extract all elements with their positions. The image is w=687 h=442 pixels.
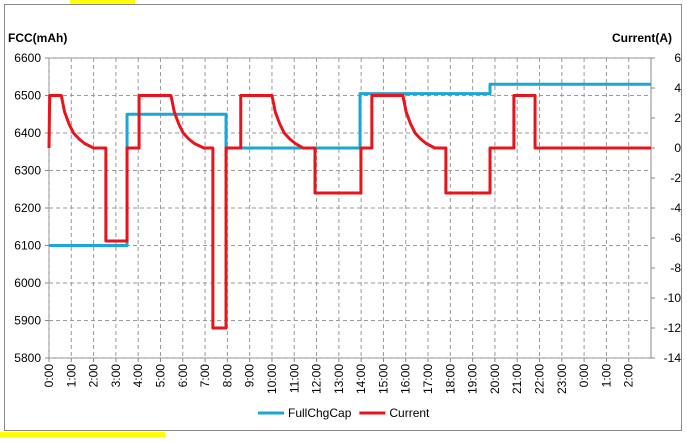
x-tick-label: 15:00	[376, 364, 390, 394]
y2-tick-label: 2	[674, 111, 681, 125]
x-tick-label: 21:00	[510, 364, 524, 394]
x-tick-label: 3:00	[109, 364, 123, 388]
x-tick-label: 18:00	[443, 364, 457, 394]
x-tick-label: 2:00	[622, 364, 636, 388]
x-tick-label: 1:00	[64, 364, 78, 388]
x-tick-label: 19:00	[466, 364, 480, 394]
x-tick-label: 11:00	[287, 364, 301, 393]
highlight	[70, 0, 135, 4]
y-tick-label: 5800	[14, 351, 41, 365]
x-tick-label: 13:00	[332, 364, 346, 394]
x-tick-label: 8:00	[220, 364, 234, 388]
x-tick-label: 12:00	[310, 364, 324, 394]
highlight	[0, 432, 165, 437]
legend-label: Current	[389, 406, 430, 420]
y-tick-label: 6500	[14, 89, 41, 103]
x-tick-label: 16:00	[399, 364, 413, 394]
y2-tick-label: 6	[674, 51, 681, 65]
y-tick-label: 6100	[14, 239, 41, 253]
y-axis-title: FCC(mAh)	[8, 31, 67, 45]
x-tick-label: 22:00	[533, 364, 547, 394]
x-tick-label: 0:00	[42, 364, 56, 388]
y2-tick-label: -14	[664, 351, 682, 365]
y2-tick-label: 4	[674, 81, 681, 95]
x-tick-label: 23:00	[555, 364, 569, 394]
y-tick-label: 6600	[14, 51, 41, 65]
x-tick-label: 9:00	[243, 364, 257, 388]
x-tick-label: 2:00	[87, 364, 101, 388]
y2-tick-label: -4	[670, 201, 681, 215]
y-tick-label: 6200	[14, 201, 41, 215]
x-tick-label: 7:00	[198, 364, 212, 388]
y2-tick-label: -2	[670, 171, 681, 185]
x-tick-label: 4:00	[131, 364, 145, 388]
x-tick-label: 6:00	[176, 364, 190, 388]
y2-axis-title: Current(A)	[612, 31, 672, 45]
y-tick-label: 6300	[14, 164, 41, 178]
y2-tick-label: 0	[674, 141, 681, 155]
x-tick-label: 10:00	[265, 364, 279, 394]
y2-tick-label: -10	[664, 291, 682, 305]
chart-border	[4, 4, 682, 431]
series-line	[47, 94, 651, 330]
y-tick-label: 6000	[14, 276, 41, 290]
x-tick-label: 1:00	[599, 364, 613, 388]
x-tick-label: 0:00	[577, 364, 591, 388]
y-tick-label: 5900	[14, 314, 41, 328]
x-tick-label: 5:00	[153, 364, 167, 388]
y2-tick-label: -12	[664, 321, 682, 335]
x-tick-label: 20:00	[488, 364, 502, 394]
y2-tick-label: -6	[670, 231, 681, 245]
x-tick-label: 14:00	[354, 364, 368, 394]
legend-label: FullChgCap	[288, 406, 352, 420]
y2-tick-label: -8	[670, 261, 681, 275]
x-tick-label: 17:00	[421, 364, 435, 394]
y-tick-label: 6400	[14, 126, 41, 140]
